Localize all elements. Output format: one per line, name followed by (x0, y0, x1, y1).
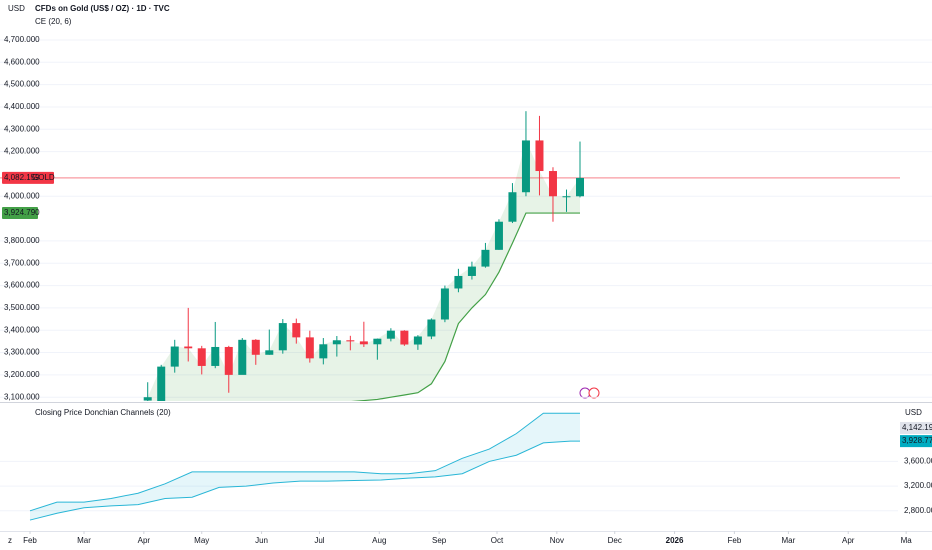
chart-title: CFDs on Gold (US$ / OZ) · 1D · TVC (35, 4, 170, 13)
candle-body (143, 397, 152, 401)
candle-body (184, 346, 193, 349)
x-tick-label: 2026 (666, 536, 684, 545)
channel-upper (29, 412, 580, 512)
candle-body (373, 338, 382, 345)
candle-body (359, 341, 368, 345)
x-tick-label: Oct (491, 536, 504, 545)
candle-body (400, 330, 409, 345)
unit-label: USD (8, 4, 25, 13)
candle-body (454, 275, 463, 289)
candle-body (562, 196, 571, 198)
candle-body (548, 171, 557, 197)
x-tick-label: Mar (782, 536, 796, 545)
x-tick-label: Sep (432, 536, 447, 545)
price-label-box (2, 171, 54, 184)
candle-body (413, 336, 422, 345)
timezone-icon[interactable]: z (8, 536, 12, 545)
y-tick-label: 3,200.000 (904, 481, 932, 490)
x-tick-label: Apr (138, 536, 151, 545)
lower-label: 3,928.770 (902, 436, 932, 445)
y-tick-label: 3,500.000 (4, 303, 40, 312)
candle-body (251, 339, 260, 355)
y-tick-label: 3,600.000 (4, 281, 40, 290)
y-tick-label: 3,200.000 (4, 370, 40, 379)
indicator-label: Closing Price Donchian Channels (20) (35, 408, 171, 417)
x-tick-label: Apr (842, 536, 855, 545)
y-tick-label: 3,700.000 (4, 258, 40, 267)
main-pane (0, 39, 932, 401)
x-tick-label: Feb (23, 536, 37, 545)
candle-body (508, 192, 517, 222)
symbol-label: GOLD (32, 173, 55, 182)
candle-body (440, 288, 449, 320)
x-tick-label: Mar (77, 536, 91, 545)
x-tick-label: Jul (314, 536, 324, 545)
y-tick-label: 4,200.000 (4, 147, 40, 156)
candle-body (521, 140, 530, 193)
candle-body (238, 339, 247, 375)
candle-body (211, 346, 220, 366)
price-label: 4,082.159 (4, 173, 40, 182)
lower-label-box (900, 435, 932, 448)
basis-label-box (900, 421, 932, 434)
candle-body (292, 323, 301, 338)
lower-pane (0, 412, 898, 521)
channel-lower (29, 440, 580, 521)
candle-body (427, 319, 436, 337)
basis-label: 4,142.195 (902, 423, 932, 432)
x-tick-label: Jun (255, 536, 268, 545)
y-tick-label: 4,400.000 (4, 102, 40, 111)
x-tick-label: Ma (901, 536, 913, 545)
candle-body (305, 337, 314, 359)
candle-body (170, 346, 179, 367)
x-tick-label: Aug (372, 536, 386, 545)
y-tick-label: 4,000.000 (4, 191, 40, 200)
y-tick-label: 2,800.000 (904, 506, 932, 515)
x-tick-label: Dec (608, 536, 622, 545)
candle-body (319, 344, 328, 359)
x-tick-label: May (194, 536, 209, 545)
ce-line (351, 212, 580, 401)
candle-body (197, 348, 206, 366)
candle-body (265, 350, 274, 355)
candle-body (481, 249, 490, 267)
y-tick-label: 3,300.000 (4, 348, 40, 357)
y-tick-label: 3,800.000 (4, 236, 40, 245)
event-icon[interactable] (588, 387, 600, 399)
candle-body (575, 177, 584, 197)
x-tick-label: Nov (550, 536, 564, 545)
candle-body (467, 266, 476, 276)
candle-body (346, 340, 355, 342)
candle-body (386, 330, 395, 339)
candle-body (332, 340, 341, 345)
y-tick-label: 3,100.000 (4, 392, 40, 401)
unit-label: USD (905, 408, 922, 417)
candle-body (278, 323, 287, 351)
candle-body (157, 366, 166, 401)
x-tick-label: Feb (727, 536, 741, 545)
candle-body (494, 221, 503, 250)
y-tick-label: 4,300.000 (4, 124, 40, 133)
indicator-label: CE (20, 6) (35, 17, 72, 26)
y-tick-label: 3,600.000 (904, 457, 932, 466)
y-tick-label: 4,500.000 (4, 80, 40, 89)
ce-label: 3,924.790 (4, 208, 40, 217)
y-tick-label: 4,700.000 (4, 35, 40, 44)
candle-body (535, 140, 544, 172)
channel-fill (29, 413, 580, 521)
ce-label-box (2, 207, 38, 220)
y-tick-label: 3,400.000 (4, 325, 40, 334)
y-tick-label: 4,600.000 (4, 57, 40, 66)
candle-body (224, 346, 233, 375)
